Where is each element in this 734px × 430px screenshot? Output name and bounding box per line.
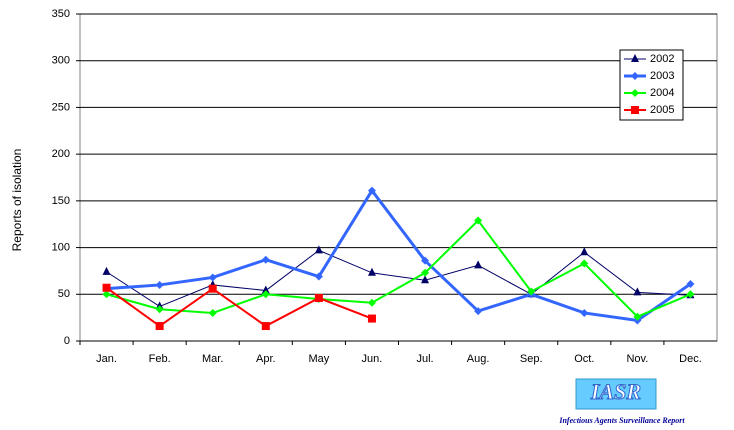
y-tick-label: 300 (52, 55, 70, 67)
marker (527, 287, 536, 296)
y-tick-label: 150 (52, 195, 70, 207)
logo: IASR Infectious Agents Surveillance Repo… (558, 378, 685, 425)
marker (474, 216, 483, 225)
plot-area (79, 13, 718, 342)
series-line (106, 218, 691, 318)
marker (155, 322, 164, 331)
marker (580, 308, 589, 317)
marker (686, 290, 695, 299)
marker (631, 54, 639, 62)
marker (208, 273, 217, 282)
marker (155, 280, 164, 289)
marker (474, 260, 483, 269)
marker (208, 308, 217, 317)
x-tick-label: Apr. (256, 353, 276, 365)
marker (367, 186, 376, 195)
legend: 2002 2003 2004 2005 (619, 49, 684, 121)
marker (421, 268, 430, 277)
marker (102, 290, 111, 299)
marker (155, 305, 164, 314)
marker (314, 294, 323, 303)
legend-label: 2003 (650, 70, 674, 82)
marker (208, 284, 217, 293)
marker (102, 283, 111, 292)
logo-box (575, 378, 657, 410)
y-tick-label: 0 (64, 335, 70, 347)
x-tick-label: Aug. (467, 353, 490, 365)
x-tick-label: Oct. (574, 353, 594, 365)
series (102, 283, 376, 331)
legend-label: 2002 (650, 53, 674, 65)
logo-text: IASR (590, 379, 641, 404)
x-tick-label: Nov. (626, 353, 648, 365)
marker (367, 298, 376, 307)
marker (367, 314, 376, 323)
legend-label: 2004 (650, 87, 674, 99)
series-line (106, 249, 691, 307)
series (102, 216, 695, 321)
marker (686, 280, 695, 289)
legend-box (619, 49, 684, 121)
marker (367, 267, 376, 276)
marker (261, 322, 270, 331)
y-tick-label: 100 (52, 241, 70, 253)
y-tick-label: 50 (58, 288, 70, 300)
marker (261, 290, 270, 299)
marker (474, 307, 483, 316)
x-tick-label: Jul. (416, 353, 433, 365)
y-axis-label: Reports of isolation (10, 149, 24, 252)
marker (631, 89, 639, 97)
series-line (106, 187, 692, 323)
x-tick-label: Feb. (149, 353, 171, 365)
x-tick-label: Sep. (520, 353, 543, 365)
legend-label: 2005 (650, 104, 674, 116)
marker (314, 272, 323, 281)
x-tick-label: May (308, 353, 329, 365)
marker (261, 255, 270, 264)
marker (580, 259, 589, 268)
marker (421, 256, 430, 265)
marker (633, 312, 642, 321)
marker (421, 275, 430, 284)
marker (633, 287, 642, 296)
y-tick-label: 250 (52, 101, 70, 113)
marker (631, 72, 639, 80)
marker (631, 106, 639, 114)
marker (102, 266, 111, 275)
x-tick-label: Dec. (679, 353, 702, 365)
y-tick-label: 350 (52, 8, 70, 20)
x-tick-label: Jan. (96, 353, 117, 365)
x-tick-label: Mar. (202, 353, 223, 365)
x-tick-label: Jun. (362, 353, 383, 365)
series-line (105, 286, 373, 328)
logo-caption: Infectious Agents Surveillance Report (558, 416, 685, 425)
y-tick-label: 200 (52, 148, 70, 160)
marker (580, 247, 589, 256)
marker (314, 245, 323, 254)
marker (261, 285, 270, 294)
